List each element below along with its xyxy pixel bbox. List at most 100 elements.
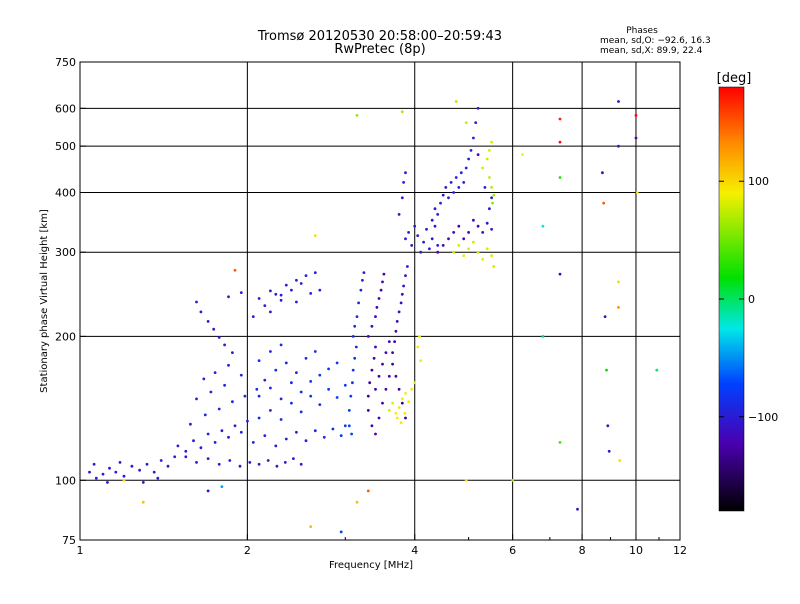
data-point	[379, 288, 383, 292]
data-point	[634, 136, 638, 140]
data-point	[419, 250, 423, 254]
data-point	[492, 265, 496, 268]
data-point	[404, 237, 407, 241]
data-point	[410, 387, 414, 391]
colorbar-tick-label: 100	[748, 175, 769, 188]
data-point	[295, 371, 298, 374]
data-point	[209, 390, 213, 394]
data-point	[118, 461, 122, 464]
data-point	[558, 176, 562, 179]
data-point	[404, 274, 407, 277]
data-point	[476, 106, 480, 110]
data-point	[202, 377, 206, 381]
data-point	[274, 292, 278, 296]
data-point	[255, 387, 259, 391]
data-point	[239, 430, 243, 434]
data-point	[617, 144, 620, 148]
data-point	[292, 457, 295, 460]
data-point	[472, 136, 475, 140]
data-point	[309, 394, 313, 398]
data-point	[488, 176, 491, 179]
data-point	[476, 224, 480, 228]
data-point	[176, 444, 180, 448]
data-point	[464, 478, 468, 482]
data-point	[441, 244, 445, 247]
x-tick-label: 8	[579, 544, 586, 557]
data-point	[366, 409, 370, 412]
data-point	[374, 345, 377, 349]
data-point	[263, 304, 267, 307]
data-point	[462, 237, 466, 241]
data-point	[395, 320, 399, 323]
data-point	[339, 434, 343, 437]
data-point	[472, 218, 475, 222]
data-point	[299, 282, 303, 285]
data-point	[251, 441, 255, 444]
data-point	[419, 359, 423, 362]
phases-header: Phases	[626, 26, 658, 36]
data-point	[295, 278, 298, 282]
data-point	[413, 381, 417, 385]
data-point	[238, 464, 242, 468]
data-point	[404, 416, 407, 420]
data-point	[166, 464, 170, 468]
data-points-layer	[88, 100, 659, 534]
data-point	[206, 457, 210, 460]
x-tick-label: 6	[509, 544, 516, 557]
data-point	[381, 401, 384, 405]
data-point	[269, 386, 272, 390]
data-point	[377, 374, 381, 378]
data-point	[457, 224, 461, 228]
data-point	[279, 397, 283, 401]
data-point	[481, 166, 485, 170]
data-point	[410, 244, 414, 247]
data-point	[355, 500, 359, 504]
data-point	[351, 368, 355, 372]
data-point	[248, 461, 252, 464]
data-point	[152, 470, 156, 474]
data-point	[309, 380, 313, 383]
data-point	[488, 149, 491, 152]
data-point	[457, 186, 461, 189]
data-point	[491, 201, 494, 205]
y-tick-label: 75	[62, 534, 76, 547]
data-point	[433, 207, 437, 211]
data-point	[313, 271, 317, 274]
data-point	[206, 489, 210, 493]
data-point	[370, 424, 374, 428]
data-point	[269, 310, 272, 314]
data-point	[603, 315, 607, 318]
data-point	[381, 280, 384, 284]
data-point	[416, 345, 420, 349]
data-point	[391, 362, 394, 366]
data-point	[476, 153, 480, 157]
data-point	[145, 462, 149, 466]
data-point	[474, 121, 478, 124]
data-point	[355, 315, 359, 318]
data-point	[400, 397, 404, 401]
y-tick-label: 500	[55, 140, 76, 153]
data-point	[635, 191, 639, 194]
data-point	[318, 288, 322, 292]
x-tick-label: 1	[77, 544, 84, 557]
data-point	[406, 265, 409, 268]
data-point	[391, 351, 394, 354]
data-point	[485, 157, 489, 161]
data-point	[467, 157, 470, 161]
y-tick-label: 750	[55, 56, 76, 69]
data-point	[227, 435, 230, 439]
data-point	[106, 481, 109, 484]
data-point	[490, 227, 493, 231]
data-point	[462, 254, 466, 258]
data-point	[212, 327, 216, 331]
data-point	[195, 300, 198, 304]
data-point	[269, 350, 272, 353]
data-point	[257, 394, 261, 398]
data-point	[464, 121, 468, 124]
data-point	[541, 335, 545, 338]
data-point	[558, 441, 562, 444]
data-point	[217, 407, 221, 411]
data-point	[400, 196, 404, 200]
data-point	[359, 288, 363, 292]
data-point	[141, 500, 145, 504]
